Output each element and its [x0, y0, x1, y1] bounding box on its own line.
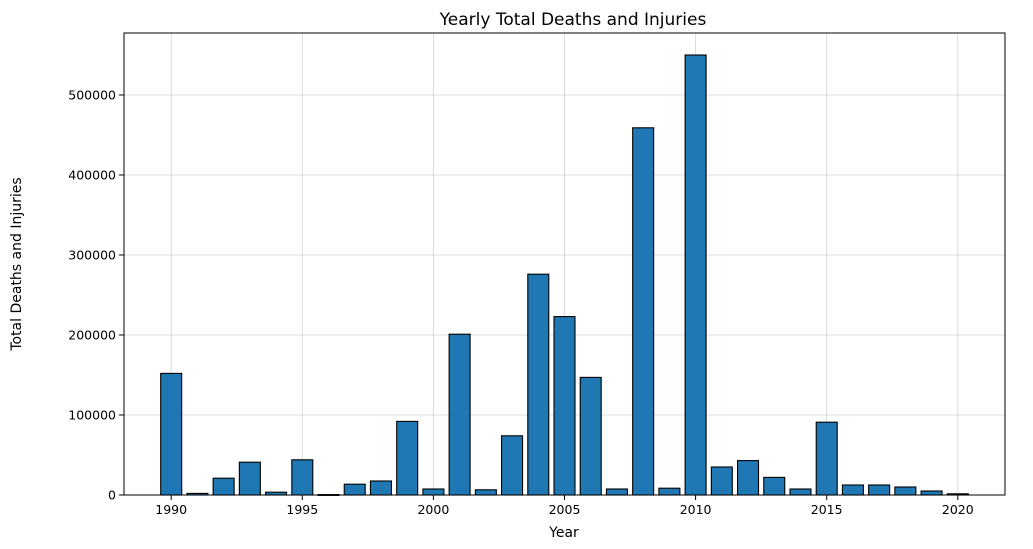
- bar-1995: [291, 459, 314, 496]
- bar-1990: [160, 372, 183, 496]
- bar-2011: [710, 466, 733, 496]
- x-tick-label: 2005: [549, 502, 581, 517]
- bar-2012: [737, 460, 760, 496]
- x-tick-label: 1995: [286, 502, 318, 517]
- y-tick-label: 500000: [68, 88, 116, 103]
- bar-2005: [553, 316, 576, 496]
- bar-1992: [212, 477, 235, 496]
- x-tick-label: 2015: [811, 502, 843, 517]
- x-tick-label: 2020: [942, 502, 974, 517]
- bar-1999: [396, 420, 419, 496]
- y-axis-ticks: 0 100000 200000 300000 400000 500000: [68, 88, 124, 503]
- bar-2010: [684, 54, 707, 496]
- x-axis-ticks: 1990 1995 2000 2005 2010 2015 2020: [155, 495, 974, 517]
- bar-1997: [343, 483, 366, 496]
- y-axis-label: Total Deaths and Injuries: [9, 177, 25, 351]
- bar-2008: [632, 127, 655, 496]
- bar-2015: [815, 421, 838, 496]
- bars: [160, 54, 969, 496]
- bar-2007: [605, 488, 628, 496]
- y-tick-label: 0: [108, 488, 116, 503]
- bar-2003: [501, 435, 524, 496]
- bar-2017: [868, 484, 891, 496]
- bar-2004: [527, 273, 550, 496]
- y-tick-label: 400000: [68, 168, 116, 183]
- bar-2001: [448, 333, 471, 496]
- bar-2009: [658, 487, 681, 496]
- x-axis-label: Year: [548, 525, 579, 541]
- bar-2002: [474, 489, 497, 496]
- bar-1998: [369, 480, 392, 496]
- chart-title: Yearly Total Deaths and Injuries: [439, 10, 707, 30]
- x-tick-label: 2000: [417, 502, 449, 517]
- bar-2006: [579, 376, 602, 496]
- bar-2013: [763, 476, 786, 496]
- bar-2019: [920, 490, 943, 496]
- bar-2014: [789, 488, 812, 496]
- bar-2016: [841, 484, 864, 496]
- bar-1993: [238, 461, 261, 496]
- y-tick-label: 200000: [68, 328, 116, 343]
- y-tick-label: 100000: [68, 408, 116, 423]
- y-tick-label: 300000: [68, 248, 116, 263]
- bar-2000: [422, 488, 445, 496]
- x-tick-label: 1990: [155, 502, 187, 517]
- bar-2018: [894, 486, 917, 496]
- x-tick-label: 2010: [680, 502, 712, 517]
